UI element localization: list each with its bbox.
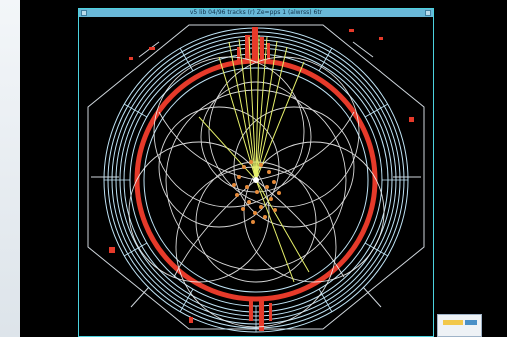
inner-tracker-boundary [143, 67, 369, 293]
minimize-icon[interactable] [81, 10, 87, 16]
mini-monitor-panel [437, 314, 482, 337]
charged-tracks [128, 56, 385, 328]
panel-bar-blue [465, 320, 477, 325]
close-icon[interactable] [425, 10, 431, 16]
event-display-window: v5 lib 04/96 tracks (r) Ze=pps 1 (alwrss… [78, 8, 434, 337]
panel-bar-yellow [443, 320, 463, 325]
energy-deposits [109, 27, 414, 331]
particle-event-display [87, 24, 425, 333]
jet-tracks [198, 34, 310, 283]
photo-backdrop [0, 0, 20, 337]
window-titlebar[interactable]: v5 lib 04/96 tracks (r) Ze=pps 1 (alwrss… [79, 9, 433, 17]
outer-detector-frame [87, 24, 425, 330]
window-title: v5 lib 04/96 tracks (r) Ze=pps 1 (alwrss… [189, 9, 323, 16]
vertex-hits [232, 160, 281, 224]
interaction-vertex [253, 177, 259, 183]
